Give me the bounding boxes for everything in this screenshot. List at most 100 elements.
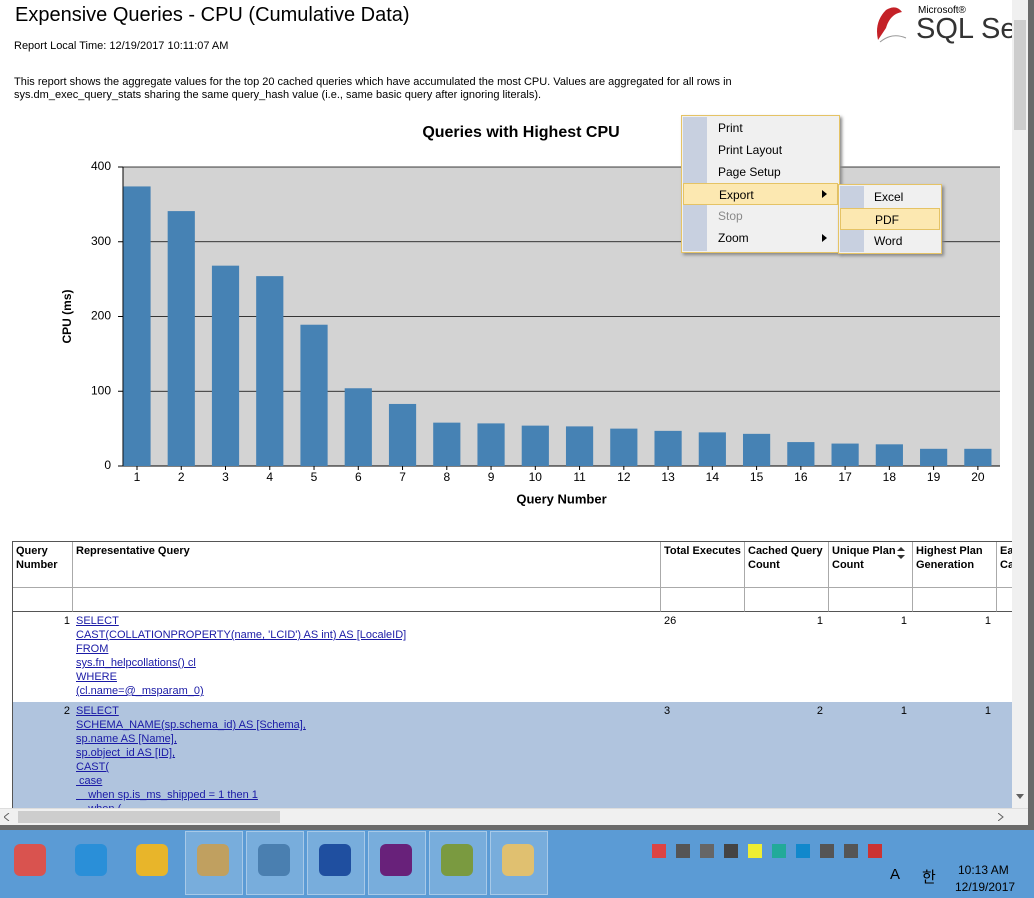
table-cell: 1 [984, 705, 991, 717]
submenu-item[interactable]: PDF [840, 208, 940, 230]
vertical-scrollbar[interactable] [1012, 0, 1028, 808]
y-axis-label: CPU (ms) [60, 289, 74, 343]
tray-letter[interactable]: A [890, 866, 901, 883]
scroll-thumb[interactable] [18, 811, 280, 823]
menu-item[interactable]: Zoom [718, 231, 749, 245]
taskbar-icon[interactable] [14, 844, 46, 876]
submenu-item[interactable]: Word [874, 234, 903, 248]
x-tick-label: 19 [927, 470, 941, 484]
column-header: Total Executes [661, 542, 745, 588]
bar [521, 425, 549, 466]
bar [211, 265, 240, 466]
query-line[interactable]: sp.object_id AS [ID], [76, 747, 176, 759]
taskbar: A 한 10:13 AM 12/19/2017 [0, 830, 1034, 898]
bar [167, 211, 195, 466]
query-line[interactable]: SELECT [76, 615, 119, 627]
x-tick-label: 14 [706, 470, 720, 484]
bar [742, 433, 771, 466]
tray-icon[interactable] [796, 844, 810, 858]
query-line[interactable]: SCHEMA_NAME(sp.schema_id) AS [Schema], [76, 719, 306, 731]
bar [875, 444, 903, 466]
chart-title: Queries with Highest CPU [422, 124, 619, 141]
bar [610, 428, 638, 466]
taskbar-icon[interactable] [197, 844, 229, 876]
query-line[interactable]: WHERE [76, 671, 117, 683]
tray-icon[interactable] [844, 844, 858, 858]
logo-brand: Microsoft® [918, 5, 966, 16]
bar [433, 422, 461, 466]
scroll-thumb[interactable] [1014, 20, 1026, 130]
taskbar-icon[interactable] [502, 844, 534, 876]
taskbar-icon[interactable] [319, 844, 351, 876]
report-time: Report Local Time: 12/19/2017 10:11:07 A… [14, 40, 229, 52]
scroll-left[interactable] [4, 813, 10, 821]
sort-icon[interactable] [897, 547, 905, 559]
horizontal-scrollbar[interactable] [0, 808, 1028, 826]
x-tick-label: 17 [838, 470, 852, 484]
bar [477, 423, 505, 466]
x-tick-label: 15 [750, 470, 764, 484]
tray-icon[interactable] [868, 844, 882, 858]
column-header: Query Number [13, 542, 73, 588]
x-tick-label: 8 [443, 470, 450, 484]
x-tick-label: 4 [266, 470, 273, 484]
y-tick-label: 300 [91, 234, 111, 248]
y-tick-label: 0 [104, 458, 111, 472]
header-cell [829, 588, 913, 612]
table-cell: 3 [664, 705, 671, 717]
header-cell [661, 588, 745, 612]
clock-time[interactable]: 10:13 AM [958, 863, 1009, 877]
submenu-item[interactable]: Excel [874, 190, 904, 204]
context-menu: Print Print Layout Page Setup Export Stop Zoo… [681, 115, 840, 253]
menu-item[interactable]: Print [718, 121, 743, 135]
query-line[interactable]: case [76, 775, 103, 787]
taskbar-icon[interactable] [75, 844, 107, 876]
tray-icon[interactable] [652, 844, 666, 858]
window-edge [1028, 0, 1034, 830]
x-tick-label: 16 [794, 470, 808, 484]
menu-item[interactable]: Export [683, 183, 838, 205]
scroll-down[interactable] [1016, 794, 1024, 800]
tray-icon[interactable] [724, 844, 738, 858]
scroll-right[interactable] [998, 813, 1004, 821]
menu-item[interactable]: Print Layout [718, 143, 783, 157]
taskbar-icon[interactable] [441, 844, 473, 876]
logo-product: SQL Serv [916, 13, 1012, 45]
query-line[interactable]: FROM [76, 643, 109, 655]
query-line[interactable]: CAST( [76, 761, 109, 773]
taskbar-icon[interactable] [258, 844, 290, 876]
clock-date[interactable]: 12/19/2017 [955, 880, 1016, 894]
query-line[interactable]: when sp.is_ms_shipped = 1 then 1 [76, 789, 258, 801]
menu-item[interactable]: Page Setup [718, 165, 781, 179]
query-line[interactable]: sp.name AS [Name], [76, 733, 177, 745]
tray-icon[interactable] [700, 844, 714, 858]
query-line[interactable]: SELECT [76, 705, 119, 717]
ime-indicator[interactable]: 한 [922, 869, 936, 886]
tray-icon[interactable] [676, 844, 690, 858]
taskbar-icon[interactable] [380, 844, 412, 876]
tray-icon[interactable] [820, 844, 834, 858]
query-line[interactable]: (cl.name=@_msparam_0) [76, 685, 204, 697]
taskbar-button[interactable] [429, 831, 487, 895]
tray-icon[interactable] [748, 844, 762, 858]
x-tick-label: 1 [134, 470, 141, 484]
table-row [13, 612, 1013, 702]
query-line[interactable]: CAST(COLLATIONPROPERTY(name, 'LCID') AS … [76, 629, 407, 641]
description: sys.dm_exec_query_stats sharing the same… [14, 89, 542, 101]
tray-icon[interactable] [772, 844, 786, 858]
x-tick-label: 7 [399, 470, 406, 484]
column-header: Ea Ca [997, 542, 1013, 588]
query-line[interactable]: sys.fn_helpcollations() cl [76, 657, 196, 669]
bar [787, 442, 815, 466]
query-line[interactable]: when ( [76, 803, 122, 809]
header-cell [13, 588, 73, 612]
table: Query Number Representative Query Total Ex… [12, 541, 1013, 809]
taskbar-icon[interactable] [136, 844, 168, 876]
table-cell: 2 [816, 705, 823, 717]
bar [831, 443, 859, 466]
column-header: Representative Query [73, 542, 661, 588]
submenu-arrow [822, 234, 827, 242]
bar [920, 448, 948, 466]
column-header[interactable]: Unique Plan Count [829, 542, 913, 588]
query-cell: SELECT CAST(COLLATIONPROPERTY(name, 'LCID… [73, 612, 661, 702]
